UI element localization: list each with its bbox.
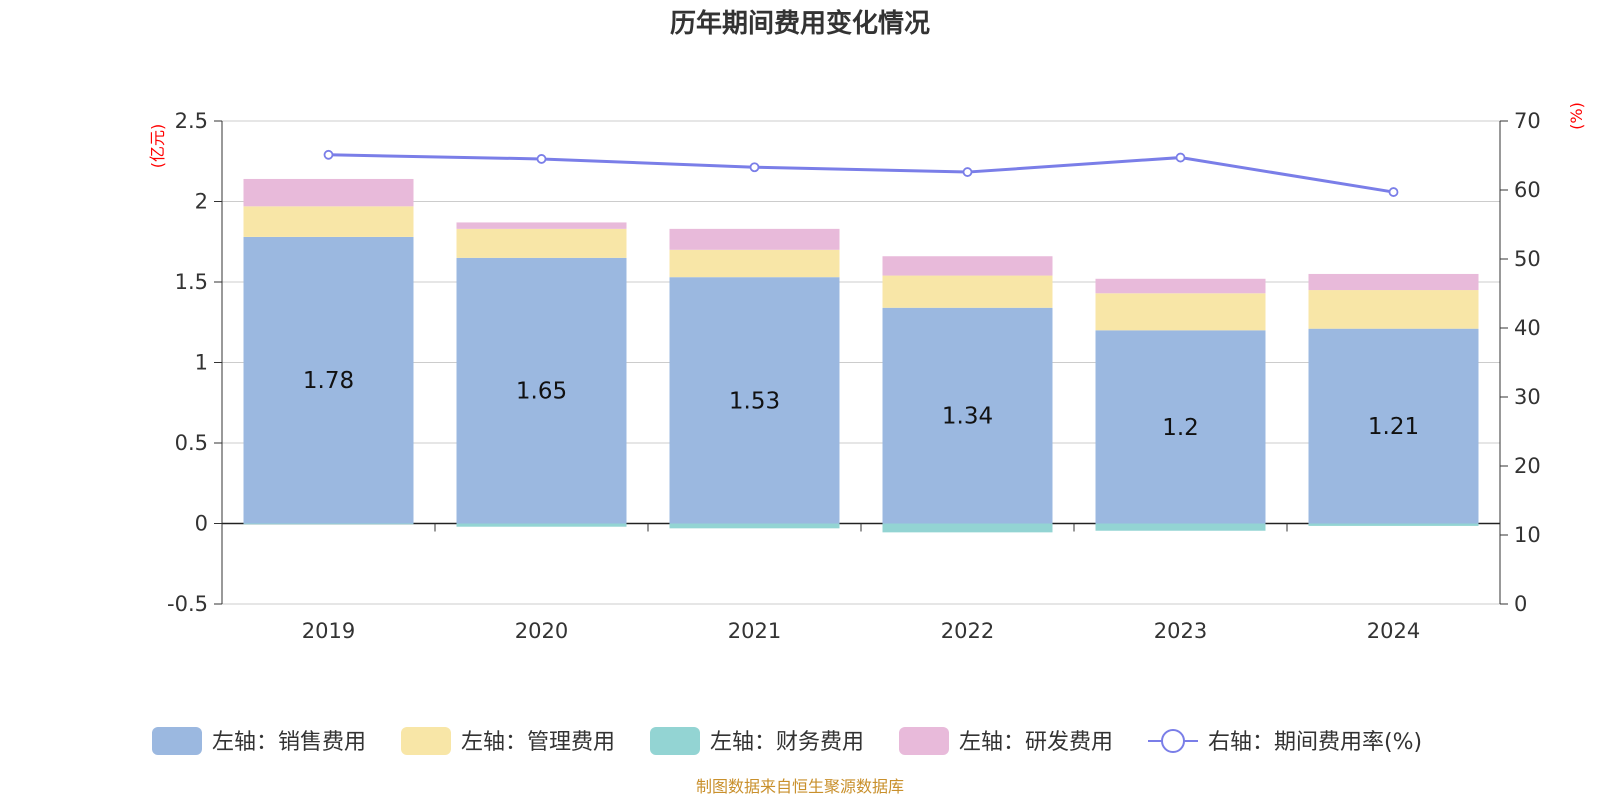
source-note: 制图数据来自恒生聚源数据库 [696,777,904,796]
rate-point [962,167,973,177]
right-axis-tick-label: 20 [1514,454,1541,478]
bar-segment [1095,293,1266,331]
bar-segment [456,523,627,527]
left-axis-tick-label: 1.5 [175,270,208,294]
bar-segment [669,249,840,278]
bar-segment [1308,273,1479,291]
legend-item[interactable]: 左轴：财务费用 [650,727,864,755]
bar-segment [882,307,1053,524]
bar-segment [1308,523,1479,526]
bar-segment [882,275,1053,308]
bar-segment [669,523,840,529]
data-label: 1.78 [303,368,354,394]
legend-swatch [650,727,700,755]
left-axis-tick-label: 1 [195,351,208,375]
data-label: 1.65 [516,379,567,405]
right-axis-tick-label: 50 [1514,247,1541,271]
data-label: 1.53 [729,388,780,414]
legend-item[interactable]: 右轴：期间费用率(%) [1148,729,1422,755]
chart-title: 历年期间费用变化情况 [670,8,930,39]
bar-segment [669,277,840,524]
category-label: 2022 [941,619,994,643]
bar-segment [243,178,414,207]
left-axis-tick-label: 0.5 [175,431,208,455]
bar-segment [882,523,1053,533]
rate-point [1388,187,1399,197]
bar-segment [1308,328,1479,524]
legend-label: 左轴：研发费用 [959,730,1113,755]
category-label: 2024 [1367,619,1420,643]
legend-label: 左轴：销售费用 [212,730,366,755]
rate-point [536,154,547,164]
left-axis-tick-label: 2 [195,190,208,214]
left-axis-unit: (亿元) [148,124,167,169]
category-label: 2023 [1154,619,1207,643]
legend-label: 左轴：管理费用 [461,730,615,755]
legend-item[interactable]: 左轴：管理费用 [401,727,615,755]
data-label: 1.2 [1162,415,1199,441]
legend: 左轴：销售费用 左轴：管理费用 左轴：财务费用 左轴：研发费用 右轴：期间费用率(%) [152,727,1422,755]
data-labels: 1.78 1.65 1.53 1.34 1.2 1.21 [303,368,1419,441]
category-label: 2019 [302,619,355,643]
axes: -0.5 0 0.5 1 1.5 2 2.5 0 10 20 30 40 50 60 70 2019 2020 2… [167,109,1541,643]
bar-segment [456,257,627,524]
bar-segment [1095,330,1266,524]
rate-point [1175,152,1186,163]
bar-segment [243,523,414,525]
bar-segment [1095,278,1266,294]
legend-label: 左轴：财务费用 [710,730,864,755]
grid [222,120,1500,605]
data-label: 1.21 [1368,414,1419,440]
legend-label: 右轴：期间费用率(%) [1208,730,1422,755]
category-label: 2020 [515,619,568,643]
left-axis-tick-label: -0.5 [167,592,208,616]
right-axis-tick-label: 10 [1514,523,1541,547]
left-axis-tick-label: 0 [195,512,208,536]
rate-point [749,162,760,173]
legend-swatch [899,727,949,755]
right-axis-tick-label: 30 [1514,385,1541,409]
data-label: 1.34 [942,404,993,430]
left-axis-tick-label: 2.5 [175,109,208,133]
bars [243,178,1479,533]
legend-marker [1161,729,1185,753]
category-label: 2021 [728,619,781,643]
bar-segment [243,206,414,237]
right-axis-tick-label: 70 [1514,109,1541,133]
legend-item[interactable]: 左轴：研发费用 [899,727,1113,755]
bar-segment [456,228,627,258]
right-axis-tick-label: 60 [1514,178,1541,202]
right-axis-tick-label: 40 [1514,316,1541,340]
legend-swatch [152,727,202,755]
rate-point [323,149,334,160]
legend-item[interactable]: 左轴：销售费用 [152,727,366,755]
bar-segment [243,236,414,524]
bar-segment [669,228,840,250]
bar-segment [882,256,1053,276]
legend-swatch [401,727,451,755]
bar-segment [1095,523,1266,531]
rate-line-path [328,153,1394,194]
right-axis-unit: (%) [1567,102,1586,130]
bar-segment [1308,290,1479,329]
bar-segment [456,222,627,229]
rate-line [323,149,1399,197]
right-axis-tick-label: 0 [1514,592,1527,616]
